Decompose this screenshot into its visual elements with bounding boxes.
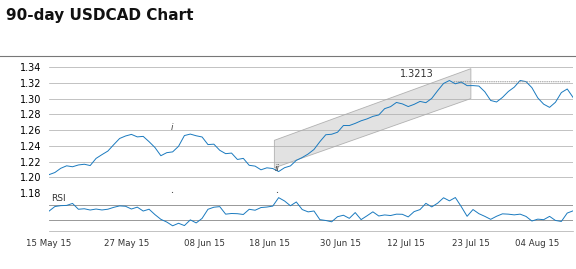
Text: 90-day USDCAD Chart: 90-day USDCAD Chart	[6, 8, 194, 23]
Text: RSI: RSI	[52, 194, 66, 203]
Text: i: i	[171, 123, 173, 132]
Polygon shape	[274, 69, 471, 168]
Text: 1.3213: 1.3213	[400, 69, 434, 79]
Text: ii: ii	[275, 164, 279, 174]
